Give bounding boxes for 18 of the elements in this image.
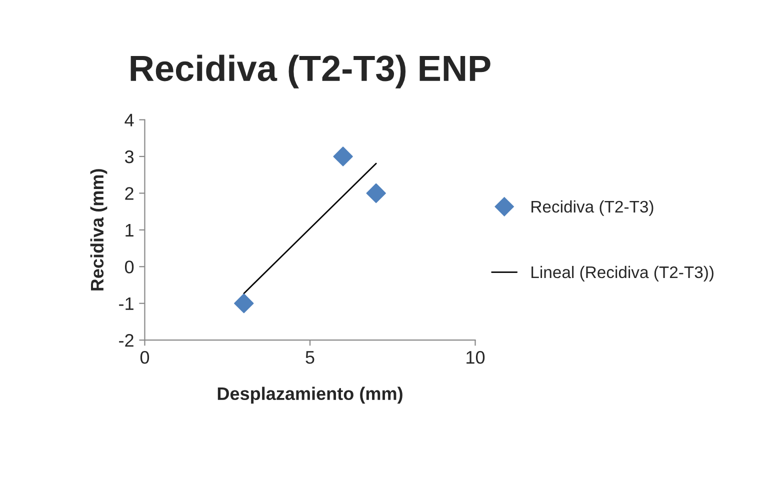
y-tick-label: 1 — [126, 224, 134, 236]
x-tick-label: 0 — [140, 350, 150, 364]
y-tick-label: 0 — [124, 260, 134, 274]
point — [333, 146, 353, 166]
chart-title: Recidiva (T2-T3) ENP — [130, 54, 490, 88]
legend-label: Recidiva (T2-T3) — [532, 200, 654, 216]
y-tick-label: 4 — [124, 114, 134, 126]
x-axis-title: Desplazamiento (mm) — [218, 386, 402, 404]
legend-label: Lineal (Recidiva (T2-T3)) — [532, 266, 714, 282]
y-tick-label: 3 — [124, 150, 134, 164]
y-tick-label: -2 — [119, 334, 134, 347]
point — [234, 294, 254, 314]
y-tick-label: -1 — [119, 297, 134, 310]
y-tick-label: 2 — [125, 187, 134, 200]
y-axis-title: Recidiva (mm) — [90, 169, 108, 290]
x-tick-label: 10 — [466, 350, 485, 364]
x-tick-label: 5 — [306, 351, 314, 364]
point — [366, 183, 386, 204]
